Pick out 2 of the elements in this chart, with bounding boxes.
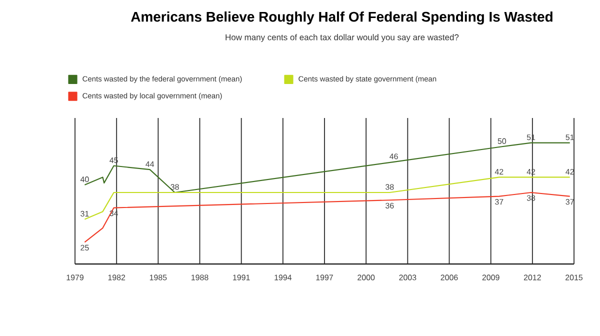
chart-subtitle: How many cents of each tax dollar would you say are wasted? [226, 34, 459, 42]
chart-title: Americans Believe Roughly Half Of Federal Spending Is Wasted [131, 11, 552, 25]
